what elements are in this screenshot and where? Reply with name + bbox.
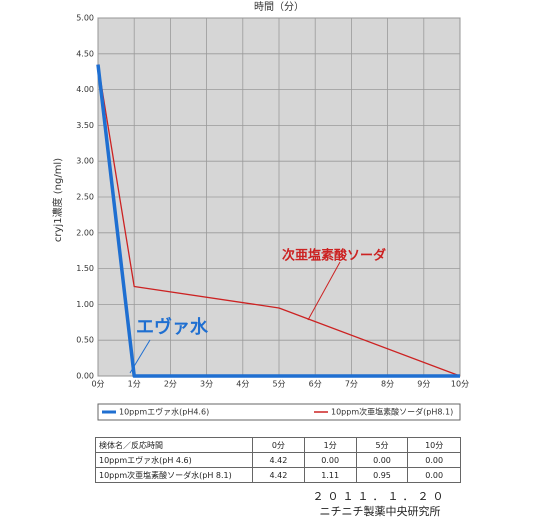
table-cell: 0.00 [303, 452, 357, 468]
x-tick-label: 1分 [128, 380, 141, 389]
y-tick-label: 3.50 [76, 121, 94, 130]
x-tick-label: 9分 [417, 380, 430, 389]
x-tick-label: 4分 [236, 380, 249, 389]
table-cell: 10ppmエヴァ水(pH 4.6) [95, 452, 253, 468]
organization: ニチニチ製薬中央研究所 [319, 505, 441, 518]
table-cell: 検体名／反応時間 [95, 437, 253, 453]
x-tick-label: 0分 [91, 380, 104, 389]
y-tick-label: 1.50 [76, 264, 94, 273]
y-tick-label: 0.50 [76, 336, 94, 345]
series-line [96, 64, 460, 378]
x-tick-label: 7分 [345, 380, 358, 389]
y-tick-label: 4.00 [76, 85, 94, 94]
table-cell: 10ppm次亜塩素酸ソーダ水(pH 8.1) [95, 467, 253, 483]
y-tick-label: 3.00 [76, 157, 94, 166]
y-tick-label: 5.00 [76, 14, 94, 23]
legend-label: 10ppm次亜塩素酸ソーダ(pH8.1) [331, 407, 453, 417]
x-tick-label: 8分 [381, 380, 394, 389]
annotation-pointer [129, 339, 151, 374]
table-cell: 1分 [303, 437, 357, 453]
chart-title: 時間（分） [254, 1, 304, 13]
table-cell: 1.11 [303, 467, 357, 483]
table-row: 10ppm次亜塩素酸ソーダ水(pH 8.1) 4.42 1.11 0.95 0.00 [95, 467, 461, 483]
table-row: 10ppmエヴァ水(pH 4.6) 4.42 0.00 0.00 0.00 [95, 452, 461, 468]
x-tick-label: 10分 [451, 380, 469, 389]
table-cell: 5分 [355, 437, 409, 453]
series-line [97, 64, 461, 377]
y-tick-label: 2.50 [76, 193, 94, 202]
table-row: 検体名／反応時間 0分 1分 5分 10分 [95, 437, 461, 453]
legend-label: 10ppmエヴァ水(pH4.6) [119, 407, 209, 417]
table-cell: 4.42 [252, 452, 305, 468]
annotation: エヴァ水 [136, 316, 209, 338]
y-tick-label: 2.00 [76, 228, 94, 237]
table-cell: 0.95 [355, 467, 409, 483]
table-cell: 4.42 [252, 467, 305, 483]
table-cell: 0分 [252, 437, 305, 453]
x-tick-label: 3分 [200, 380, 213, 389]
x-tick-label: 2分 [164, 380, 177, 389]
table-cell: 0.00 [407, 467, 461, 483]
x-tick-label: 5分 [272, 380, 285, 389]
date: ２０１１．１．２０ [312, 490, 448, 503]
table-cell: 0.00 [355, 452, 409, 468]
y-tick-label: 4.50 [76, 49, 94, 58]
annotation-pointer [307, 261, 341, 321]
table-cell: 0.00 [407, 452, 461, 468]
chart: 時間（分） cryj1濃度 (ng/ml) 0.00 0.50 1.00 1.50 2.… [51, 1, 469, 421]
data-table: 検体名／反応時間 0分 1分 5分 10分 10ppmエヴァ水(pH 4.6) 4.42 0.… [95, 437, 461, 483]
x-tick-label: 6分 [309, 380, 322, 389]
y-axis-label: cryj1濃度 (ng/ml) [51, 158, 64, 242]
y-tick-label: 0.00 [76, 372, 94, 381]
y-tick-label: 1.00 [76, 300, 94, 309]
legend-box [97, 403, 461, 421]
annotation: 次亜塩素酸ソーダ [282, 248, 386, 264]
table-cell: 10分 [407, 437, 461, 453]
